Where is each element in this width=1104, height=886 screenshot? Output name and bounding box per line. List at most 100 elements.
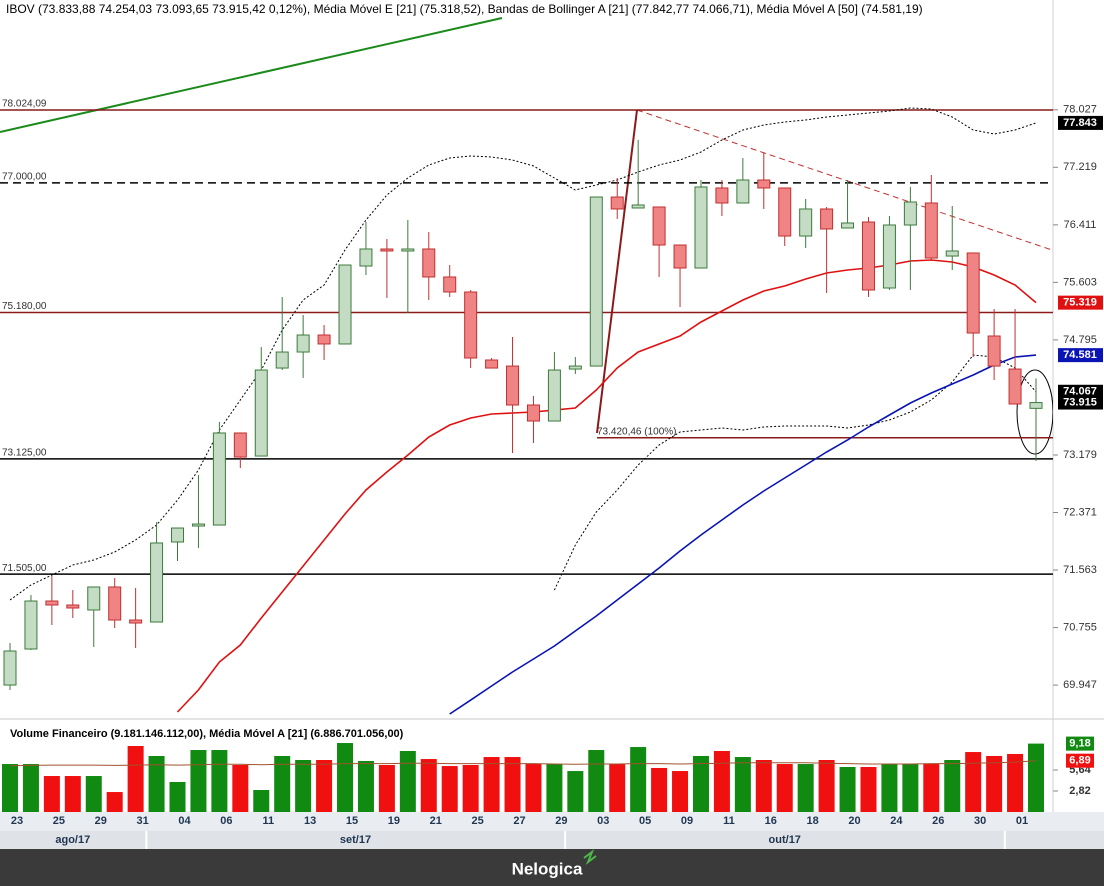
candle-body — [652, 206, 666, 246]
candle-body — [150, 542, 164, 623]
candle-body — [610, 196, 624, 210]
volume-bar — [525, 764, 542, 812]
price-tag — [1058, 384, 1103, 399]
month-label: ago/17 — [55, 834, 90, 846]
candle-body — [715, 187, 729, 204]
candle-body — [422, 248, 436, 278]
volume-bar — [818, 760, 835, 812]
level-label: 73.125,00 — [2, 447, 47, 458]
x-tick-label: 25 — [53, 815, 65, 827]
month-row — [0, 831, 1104, 849]
volume-bar — [2, 764, 18, 812]
indicator-line — [553, 354, 1037, 591]
volume-bar — [860, 767, 877, 812]
x-tick-label: 03 — [597, 815, 609, 827]
volume-bar — [923, 764, 940, 812]
candle-body — [3, 650, 17, 686]
price-tag — [1058, 348, 1103, 363]
volume-tag-label: 6,89 — [1069, 755, 1090, 767]
candle-body — [24, 600, 38, 650]
candle-body — [66, 604, 80, 609]
level-label: 78.024,09 — [2, 99, 47, 110]
x-tick-label: 31 — [137, 815, 149, 827]
x-tick-label: 20 — [848, 815, 860, 827]
volume-bar — [797, 764, 814, 812]
annotation-label: 73.420,46 (100%) — [597, 426, 677, 437]
x-tick-label: 23 — [11, 815, 23, 827]
candle-body — [45, 600, 59, 606]
candle-body — [191, 523, 205, 527]
volume-bar — [232, 764, 249, 812]
volume-tag — [1066, 753, 1094, 768]
candle-body — [317, 334, 331, 345]
price-tag-label: 73.915 — [1063, 396, 1097, 408]
y-tick-label: 75.603 — [1063, 276, 1097, 288]
candle-body — [171, 527, 185, 543]
candle-body — [338, 264, 352, 345]
candle-body — [526, 404, 540, 422]
x-tick-label: 30 — [974, 815, 986, 827]
volume-bar — [1028, 743, 1044, 812]
candle-body — [757, 179, 771, 189]
month-label: out/17 — [769, 834, 801, 846]
candle-body — [673, 244, 687, 269]
y-tick-label: 71.563 — [1063, 564, 1097, 576]
month-label: set/17 — [340, 834, 371, 846]
y-tick-label: 70.755 — [1063, 621, 1097, 633]
x-tick-label: 24 — [890, 815, 903, 827]
volume-bar — [672, 771, 689, 812]
candle-body — [485, 359, 499, 369]
volume-bar — [546, 764, 563, 812]
x-tick-label: 25 — [472, 815, 484, 827]
date-row — [0, 812, 1104, 831]
candle-body — [736, 179, 750, 204]
y-tick-label: 2,82 — [1069, 785, 1090, 797]
volume-bar — [839, 767, 856, 812]
candle-body — [861, 221, 875, 291]
candle-body — [401, 248, 415, 252]
candle-body — [443, 276, 457, 293]
candle-body — [233, 432, 247, 458]
x-tick-label: 26 — [932, 815, 944, 827]
volume-bar — [274, 755, 291, 812]
trend-line — [636, 109, 1053, 251]
logo-icon — [583, 849, 597, 865]
volume-bar — [420, 759, 437, 812]
candle-body — [799, 208, 813, 237]
candle-body — [568, 365, 582, 370]
volume-bar — [64, 776, 81, 812]
candle-body — [882, 224, 896, 289]
chart-title: IBOV (73.833,88 74.254,03 73.093,65 73.9… — [6, 2, 923, 16]
candle-body — [87, 586, 101, 611]
candle-body — [966, 252, 980, 334]
volume-title: Volume Financeiro (9.181.146.112,00), Mé… — [10, 728, 404, 740]
level-label: 75.180,00 — [2, 301, 47, 312]
candle-body — [254, 369, 268, 457]
candle-body — [464, 291, 478, 359]
x-tick-label: 05 — [639, 815, 651, 827]
price-tag-label: 74.581 — [1063, 349, 1097, 361]
x-tick-label: 13 — [304, 815, 316, 827]
footer-logo: Nelogica — [512, 859, 583, 878]
x-tick-label: 01 — [1016, 815, 1028, 827]
volume-panel — [2, 743, 1044, 812]
level-label: 77.000,00 — [2, 172, 47, 183]
y-tick-label: 74.795 — [1063, 334, 1097, 346]
volume-bar — [755, 760, 772, 812]
candle-body — [108, 586, 122, 621]
volume-bar — [881, 764, 898, 812]
candle-body — [212, 432, 226, 526]
x-tick-label: 11 — [723, 815, 735, 827]
candle-body — [547, 369, 561, 422]
y-tick-label: 76.411 — [1064, 219, 1097, 231]
candle-body — [296, 334, 310, 353]
price-tag-label: 74.067 — [1063, 386, 1097, 398]
volume-bar — [85, 776, 102, 812]
x-tick-label: 16 — [765, 815, 777, 827]
price-tag-label: 75.319 — [1063, 297, 1097, 309]
x-tick-label: 09 — [681, 815, 693, 827]
volume-bar — [609, 764, 626, 812]
x-tick-label: 19 — [388, 815, 400, 827]
volume-bar — [588, 750, 605, 812]
